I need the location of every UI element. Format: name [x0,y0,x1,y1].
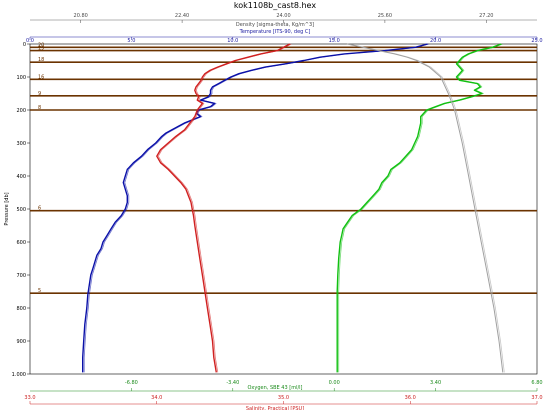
salinity-tick-label: 34.0 [151,395,162,401]
density-tick-label: 22.40 [175,13,189,19]
salinity-tick-label: 36.0 [405,395,416,401]
salinity-axis-title: Salinity, Practical [PSU] [246,406,304,410]
pressure-tick-label: 100 [16,75,26,81]
temperature-tick-label: 0.0 [26,38,34,44]
salinity-series-line [156,43,291,373]
salinity-tick-label: 37.0 [531,395,542,401]
temperature-tick-label: 5.0 [127,38,135,44]
temperature-tick-label: 15.0 [329,38,340,44]
oxygen-tick-label: -3.40 [226,380,239,386]
temperature-tick-label: 25.0 [531,38,542,44]
temperature-tick-label: 20.0 [430,38,441,44]
density-tick-label: 27.20 [479,13,493,19]
density-series-line-upcast [348,43,505,373]
temperature-tick-label: 10.0 [227,38,238,44]
density-tick-label: 25.60 [378,13,392,19]
salinity-tick-label: 33.0 [24,395,35,401]
pressure-axis-title: Pressure [db] [4,192,10,225]
plot-frame [29,43,538,375]
salinity-series-line-upcast [157,43,292,373]
oxygen-tick-label: -6.80 [125,380,138,386]
bottle-label: 19 [38,46,44,52]
bottle-label: 8 [38,105,41,111]
bottle-label: 9 [38,91,41,97]
density-axis-title: Density [sigma-theta, Kg/m^3] [236,22,314,28]
density-tick-label: 24.00 [276,13,290,19]
density-tick-label: 20.80 [74,13,88,19]
bottle-label: 6 [38,206,41,212]
oxygen-tick-label: 3.40 [430,380,441,386]
pressure-tick-label: 500 [16,207,26,213]
pressure-tick-label: 0 [23,42,26,48]
oxygen-axis-title: Oxygen, SBE 43 [ml/l] [248,385,303,391]
oxygen-tick-label: 0.00 [329,380,340,386]
pressure-tick-label: 200 [16,108,26,114]
oxygen-series-line [336,43,502,373]
pressure-tick-label: 800 [16,306,26,312]
pressure-tick-label: 900 [16,339,26,345]
temperature-series-line [81,43,428,373]
bottle-label: 18 [38,57,44,63]
pressure-tick-label: 700 [16,273,26,279]
bottle-label: 5 [38,288,41,294]
temperature-axis-title: Temperature [ITS-90, deg C] [239,29,311,35]
chart-title: kok1108b_cast8.hex [234,1,316,10]
oxygen-tick-label: 6.80 [531,380,542,386]
temperature-series-line-upcast [83,43,430,373]
salinity-tick-label: 35.0 [278,395,289,401]
pressure-tick-label: 1.000 [12,372,26,378]
density-series-line [346,43,504,373]
oxygen-series-line-upcast [338,43,503,373]
pressure-tick-label: 600 [16,240,26,246]
bottle-label: 20 [38,42,44,48]
bottle-label: 16 [38,74,44,80]
pressure-tick-label: 300 [16,141,26,147]
pressure-tick-label: 400 [16,174,26,180]
